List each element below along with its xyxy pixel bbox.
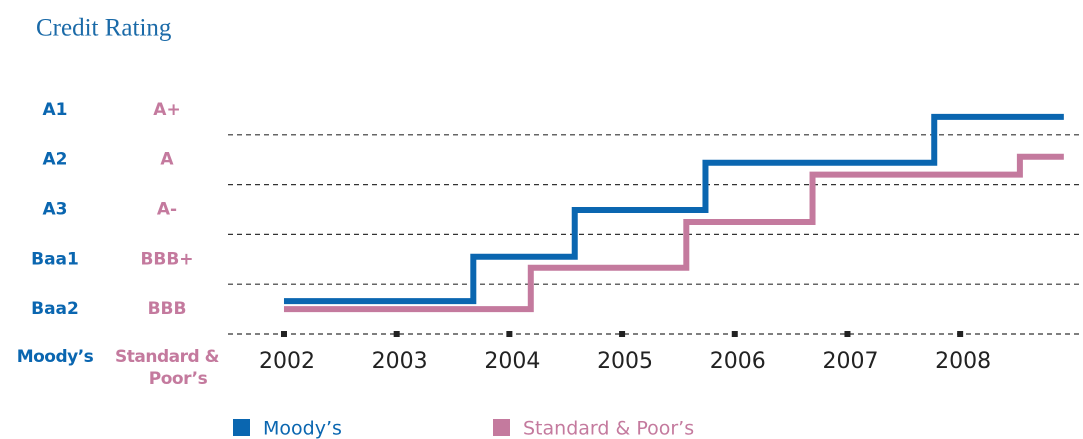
y2-tick-label: BBB: [148, 299, 187, 319]
y-tick-label: A2: [43, 150, 68, 170]
x-tick-label: 2003: [372, 349, 428, 374]
x-tick: [506, 331, 513, 337]
x-tick-label: 2002: [259, 349, 315, 374]
y-axis-label: Moody’s: [17, 347, 94, 367]
y-tick-label: Baa1: [31, 249, 79, 269]
y-tick-label: A1: [43, 100, 68, 120]
y2-tick-label: A-: [157, 200, 177, 220]
legend-swatch: [493, 419, 510, 436]
x-tick: [280, 331, 287, 337]
y2-tick-label: A+: [153, 100, 180, 120]
legend-label: Moody’s: [263, 418, 342, 439]
step-line: [283, 113, 1064, 305]
x-tick: [957, 331, 964, 337]
y-tick-label: Baa2: [31, 299, 79, 319]
x-tick: [393, 331, 400, 337]
chart-title: Credit Rating: [36, 15, 172, 42]
x-tick-label: 2007: [822, 349, 878, 374]
x-tick-label: 2005: [597, 349, 653, 374]
y2-tick-label: A: [160, 150, 174, 170]
legend-swatch: [233, 419, 250, 436]
x-tick: [619, 331, 626, 337]
x-tick-label: 2008: [935, 349, 991, 374]
x-tick: [731, 331, 738, 337]
legend-label: Standard & Poor’s: [523, 418, 694, 439]
y-tick-label: A3: [43, 200, 68, 220]
x-tick-label: 2006: [710, 349, 766, 374]
step-line: [283, 153, 1064, 313]
y2-tick-label: BBB+: [140, 249, 193, 269]
x-tick-label: 2004: [484, 349, 540, 374]
x-tick: [844, 331, 851, 337]
y2-axis-label: Standard & Poor’s: [115, 347, 220, 389]
